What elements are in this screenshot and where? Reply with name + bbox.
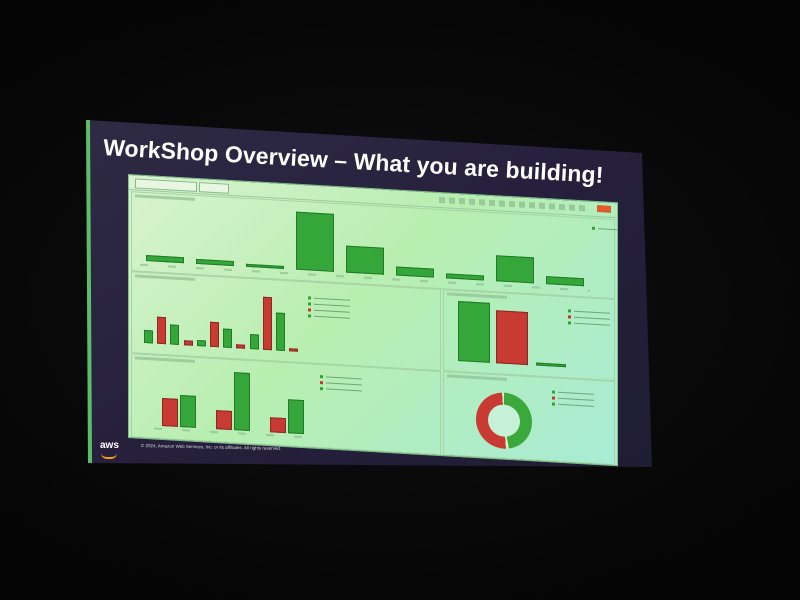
- grouped-chart-bar: [170, 324, 180, 345]
- comparison-bar-red: [496, 310, 528, 366]
- donut-chart-legend: [552, 390, 574, 409]
- top-chart-bar: [296, 211, 334, 272]
- paired-bar-chart: [154, 361, 314, 435]
- grouped-chart-bar: [144, 330, 153, 344]
- comparison-bar-chart-panel: [443, 289, 615, 382]
- paired-chart-bar-green: [180, 395, 196, 428]
- panel-caption: [447, 374, 507, 381]
- paired-chart-bar-green: [234, 371, 250, 432]
- grouped-chart-bar: [236, 344, 246, 349]
- aws-logo: aws: [100, 440, 119, 451]
- comparison-bar-green: [458, 301, 490, 363]
- action-button: [597, 205, 611, 213]
- top-chart-bar: [346, 245, 384, 275]
- top-chart-bar: [496, 255, 534, 284]
- grouped-chart-bar: [223, 328, 233, 349]
- grouped-chart-bar: [249, 333, 259, 350]
- comparison-bar-small: [536, 362, 566, 368]
- aws-smile-icon: [101, 453, 117, 459]
- dashboard-screenshot: [128, 174, 618, 467]
- top-chart-legend: [592, 227, 610, 234]
- grouped-chart-bar: [276, 312, 285, 352]
- comparison-chart-legend: [568, 309, 612, 330]
- top-chart-bar: [446, 273, 484, 281]
- top-chart-bar: [196, 259, 234, 267]
- grouped-chart-bar: [210, 321, 219, 348]
- paired-chart-bar-red: [162, 397, 178, 427]
- filter-select-2: [199, 182, 229, 194]
- grouped-chart-legend: [308, 296, 352, 323]
- top-chart-bar: [146, 255, 184, 264]
- grouped-bar-chart: [140, 279, 310, 353]
- top-chart-bar: [546, 276, 584, 287]
- grouped-chart-bar: [289, 348, 299, 352]
- paired-chart-bar-red: [270, 417, 286, 434]
- filter-select: [135, 178, 197, 192]
- slide-footer: [94, 432, 650, 468]
- paired-chart-bar-green: [288, 399, 304, 435]
- grouped-chart-bar: [157, 317, 167, 345]
- top-chart-bar: [246, 263, 284, 269]
- top-chart-bar: [396, 266, 434, 278]
- paired-chart-legend: [320, 375, 364, 396]
- grouped-chart-bar: [196, 339, 206, 347]
- grouped-chart-bar: [183, 340, 193, 346]
- grouped-chart-bar: [262, 296, 272, 351]
- comparison-bar-chart: [452, 297, 572, 368]
- paired-chart-bar-red: [216, 410, 232, 430]
